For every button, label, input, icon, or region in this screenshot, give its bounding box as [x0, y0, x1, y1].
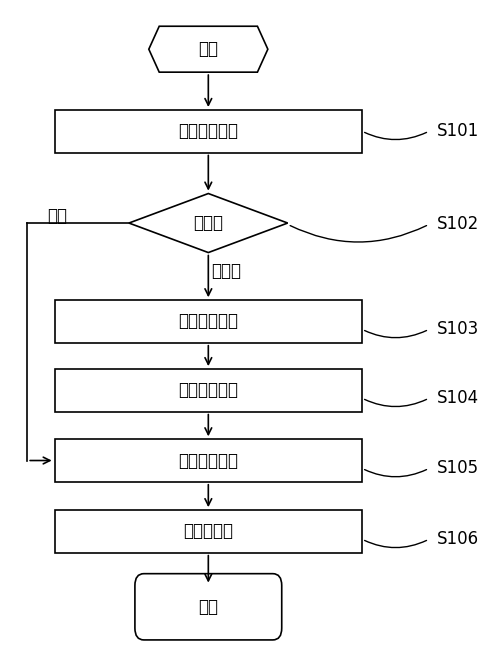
Text: S104: S104	[436, 389, 479, 407]
Polygon shape	[149, 26, 268, 72]
Polygon shape	[129, 194, 288, 253]
FancyBboxPatch shape	[135, 573, 282, 640]
Text: 未超时: 未超时	[211, 262, 241, 280]
Text: 图形化显示: 图形化显示	[184, 522, 233, 541]
Text: S106: S106	[436, 530, 479, 548]
Bar	[55, 440, 362, 482]
Bar	[55, 300, 362, 342]
Text: 固定对象统计: 固定对象统计	[179, 312, 238, 331]
Text: 动态对象统计: 动态对象统计	[179, 381, 238, 400]
Bar	[55, 110, 362, 152]
Text: 超时: 超时	[47, 207, 67, 226]
Bar	[55, 369, 362, 412]
Text: S105: S105	[436, 459, 479, 478]
Bar	[55, 510, 362, 552]
Text: 定时器: 定时器	[193, 214, 223, 232]
Text: 开始: 开始	[198, 40, 218, 58]
Text: S103: S103	[436, 320, 479, 338]
Text: 统计任务创建: 统计任务创建	[179, 122, 238, 140]
Text: 统计结果计算: 统计结果计算	[179, 451, 238, 470]
Text: 结束: 结束	[198, 598, 218, 616]
Text: S102: S102	[436, 215, 479, 234]
Text: S101: S101	[436, 122, 479, 140]
